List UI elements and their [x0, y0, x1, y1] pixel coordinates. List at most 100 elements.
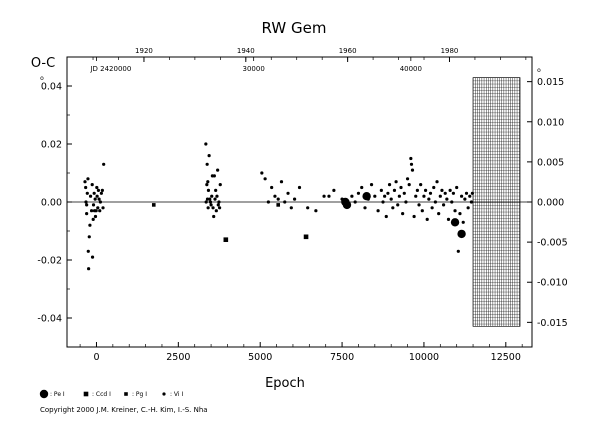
data-point [457, 229, 466, 239]
right-y-tick-label: 0.015 [537, 77, 564, 88]
data-point [419, 183, 423, 187]
y-tick-label: -0.02 [37, 256, 62, 267]
data-point [213, 197, 217, 201]
data-point [205, 162, 209, 166]
data-point [215, 194, 219, 198]
data-point [401, 212, 405, 216]
data-point [93, 214, 98, 219]
data-point [90, 183, 94, 187]
copyright-notice: Copyright 2000 J.M. Kreiner, C.-H. Kim, … [40, 406, 208, 414]
data-point [98, 200, 103, 204]
data-point [218, 183, 222, 187]
data-point [381, 200, 385, 204]
data-point [206, 188, 211, 192]
legend-marker [124, 392, 128, 396]
data-point [91, 217, 95, 221]
data-point [415, 188, 419, 192]
data-point [363, 206, 367, 210]
data-point [216, 168, 220, 172]
data-point [216, 203, 220, 207]
data-point [360, 185, 364, 190]
data-point [100, 188, 104, 192]
data-point [96, 188, 101, 192]
data-point [214, 209, 218, 213]
data-point [209, 203, 213, 207]
data-point [84, 185, 88, 190]
data-point [84, 200, 88, 204]
data-point [85, 203, 89, 207]
data-point [276, 203, 281, 207]
year-tick-label: 1980 [441, 47, 459, 55]
data-point [470, 191, 475, 195]
data-point [217, 200, 221, 204]
data-point [95, 194, 99, 198]
y-tick-label: 0.00 [41, 198, 62, 209]
y-axis-mark-left: o [40, 75, 44, 82]
data-point [468, 194, 472, 198]
jd-tick-label: 40000 [400, 65, 422, 73]
data-point [85, 212, 89, 216]
data-point [463, 197, 467, 201]
data-point [88, 223, 92, 227]
data-point [440, 188, 444, 192]
data-point [428, 191, 433, 195]
data-point [217, 206, 222, 210]
data-point [397, 194, 401, 198]
data-point [266, 200, 270, 204]
data-point [88, 194, 93, 198]
data-point [87, 235, 91, 239]
chart-title: RW Gem [262, 19, 327, 37]
legend-marker [39, 389, 49, 399]
y-tick-label: 0.02 [41, 140, 62, 151]
data-point [396, 203, 400, 207]
data-point [96, 206, 100, 210]
data-point [353, 200, 357, 204]
data-point [95, 185, 99, 190]
data-point [394, 180, 398, 184]
legend-label: : Pe I [50, 391, 65, 398]
year-tick-label: 1940 [237, 47, 255, 55]
data-point [443, 191, 447, 195]
data-point [402, 191, 406, 195]
data-point [207, 154, 211, 158]
data-point [297, 185, 302, 190]
data-point [214, 188, 218, 192]
data-point [289, 206, 293, 210]
data-point [276, 197, 280, 201]
data-point [273, 194, 277, 198]
data-point [283, 200, 287, 204]
legend-label: : Pg I [132, 391, 147, 398]
data-point [391, 206, 395, 210]
data-point [206, 206, 210, 210]
data-point [86, 177, 90, 181]
legend: : Pe I: Ccd I: Pg I: Vi I [39, 389, 183, 399]
data-point [369, 183, 374, 187]
data-point [292, 197, 297, 201]
data-point [263, 177, 267, 181]
data-point [204, 200, 208, 204]
data-point [389, 197, 393, 201]
data-point [89, 209, 94, 213]
data-point [450, 200, 454, 204]
data-point [98, 209, 102, 213]
data-point [446, 217, 451, 221]
data-point [93, 197, 97, 201]
data-point [86, 249, 90, 253]
data-point [97, 197, 101, 201]
data-point [94, 209, 98, 213]
data-point [376, 209, 380, 213]
right-y-tick-label: -0.005 [537, 238, 568, 249]
plot-area: 0 2500 5000 7500 10000 12500 -0.04 -0.02 0.00 0.0… [37, 47, 567, 363]
data-point [90, 255, 95, 259]
data-point [448, 188, 452, 192]
data-point [414, 194, 418, 198]
data-point [433, 200, 437, 204]
data-point [387, 183, 392, 187]
x-axis-label: Epoch [265, 376, 305, 391]
data-point [101, 206, 105, 210]
y-tick-label: 0.04 [41, 82, 62, 93]
data-point [212, 174, 216, 178]
y-axis-label: O-C [31, 56, 55, 71]
data-point [441, 203, 446, 207]
